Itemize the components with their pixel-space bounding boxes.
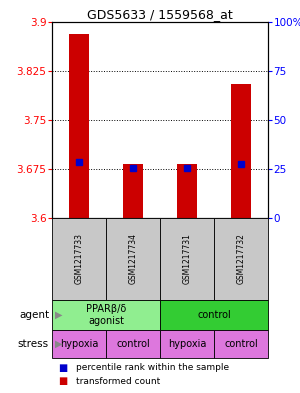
Bar xyxy=(106,218,160,300)
Text: stress: stress xyxy=(18,339,49,349)
Bar xyxy=(177,164,197,218)
Text: GSM1217732: GSM1217732 xyxy=(236,233,245,285)
Bar xyxy=(123,164,143,218)
Bar xyxy=(160,330,214,358)
Text: agent: agent xyxy=(19,310,49,320)
Bar xyxy=(69,34,89,218)
Bar xyxy=(214,330,268,358)
Text: control: control xyxy=(224,339,258,349)
Text: GSM1217731: GSM1217731 xyxy=(182,233,191,285)
Text: percentile rank within the sample: percentile rank within the sample xyxy=(76,364,229,373)
Text: control: control xyxy=(116,339,150,349)
Text: ■: ■ xyxy=(58,376,67,386)
Bar xyxy=(106,330,160,358)
Bar xyxy=(160,300,268,330)
Bar xyxy=(52,300,160,330)
Text: GSM1217734: GSM1217734 xyxy=(128,233,137,285)
Bar xyxy=(160,218,214,300)
Bar xyxy=(52,218,106,300)
Title: GDS5633 / 1559568_at: GDS5633 / 1559568_at xyxy=(87,8,233,21)
Bar xyxy=(214,218,268,300)
Text: ■: ■ xyxy=(58,363,67,373)
Text: hypoxia: hypoxia xyxy=(60,339,98,349)
Text: ▶: ▶ xyxy=(55,339,62,349)
Text: PPARβ/δ
agonist: PPARβ/δ agonist xyxy=(86,304,126,326)
Text: GSM1217733: GSM1217733 xyxy=(74,233,83,285)
Bar xyxy=(231,84,251,218)
Text: ▶: ▶ xyxy=(55,310,62,320)
Text: hypoxia: hypoxia xyxy=(168,339,206,349)
Bar xyxy=(52,330,106,358)
Text: control: control xyxy=(197,310,231,320)
Text: transformed count: transformed count xyxy=(76,376,160,386)
